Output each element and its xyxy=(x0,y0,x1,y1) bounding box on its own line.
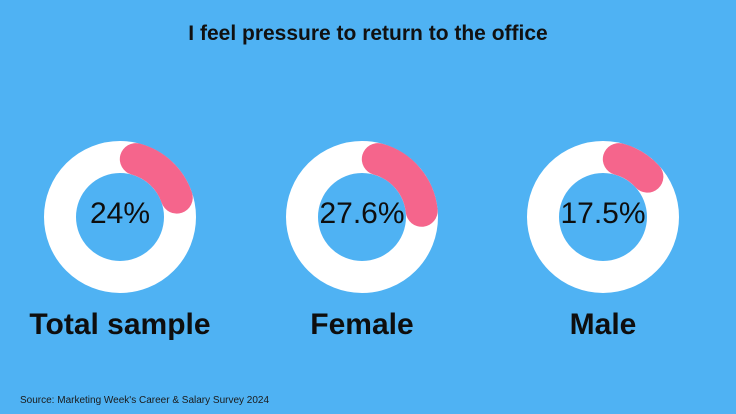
donut-chart xyxy=(44,141,196,293)
chart-title: I feel pressure to return to the office xyxy=(188,22,548,45)
donut-slice xyxy=(602,143,664,193)
value-label: 17.5% xyxy=(560,197,646,230)
value-label: 24% xyxy=(89,197,151,230)
category-label: Female xyxy=(310,308,414,341)
category-label: Total sample xyxy=(29,308,211,341)
category-label: Male xyxy=(569,308,637,341)
donut-chart xyxy=(527,141,679,293)
donut-slice xyxy=(361,143,438,227)
donut-chart xyxy=(286,141,438,293)
donut-male: 17.5% Male xyxy=(503,140,703,360)
value-label: 27.6% xyxy=(319,197,405,230)
donut-female: 27.6% Female xyxy=(262,140,462,360)
donut-total-sample: 24% Total sample xyxy=(20,140,220,360)
source-note: Source: Marketing Week's Career & Salary… xyxy=(20,395,270,406)
donut-slice xyxy=(119,143,193,214)
